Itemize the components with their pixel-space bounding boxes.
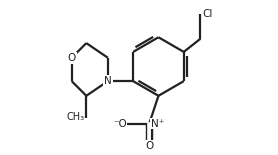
Text: O: O bbox=[68, 53, 76, 63]
Text: N⁺: N⁺ bbox=[151, 119, 164, 129]
Text: Cl: Cl bbox=[202, 9, 212, 19]
Text: ⁻O: ⁻O bbox=[113, 119, 126, 129]
Text: O: O bbox=[145, 141, 153, 151]
Text: CH₃: CH₃ bbox=[66, 112, 84, 122]
Text: N: N bbox=[104, 76, 112, 86]
